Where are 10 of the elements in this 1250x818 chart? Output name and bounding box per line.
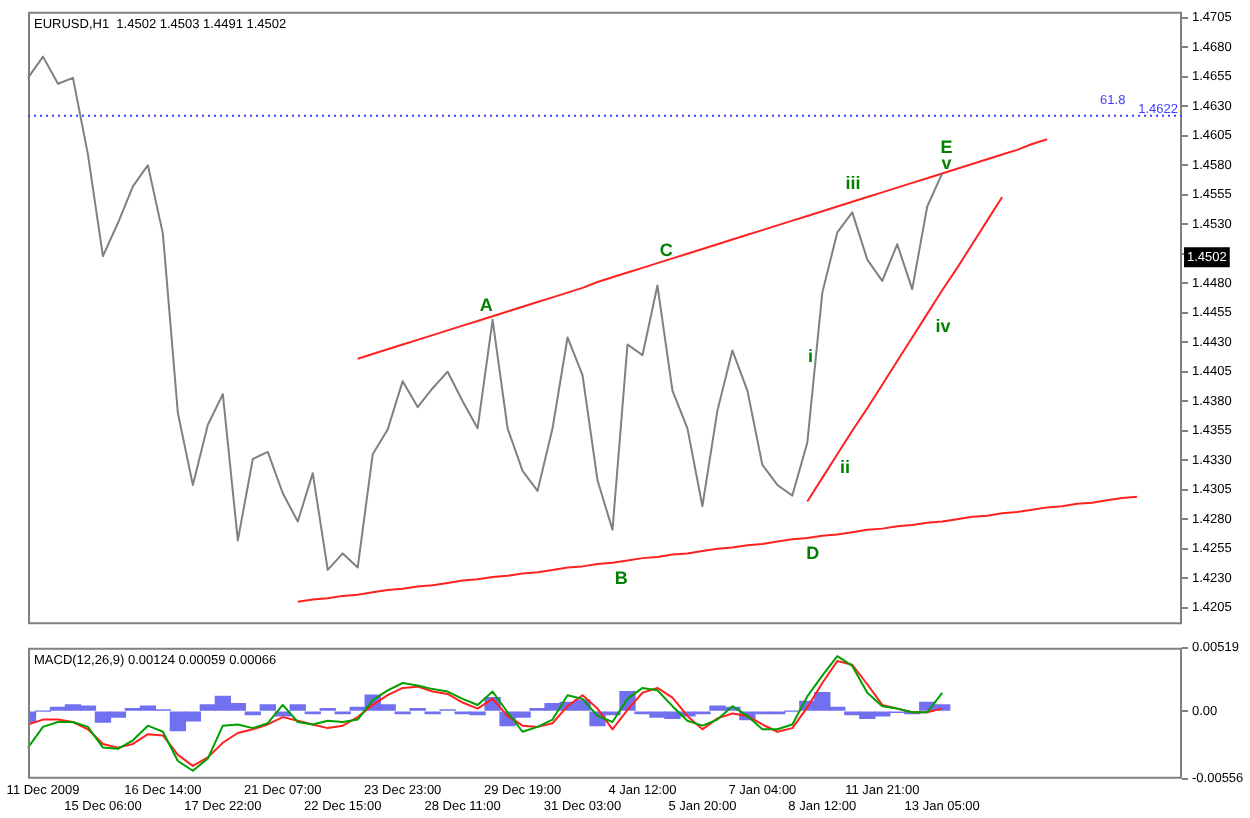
annotation: i — [807, 345, 813, 366]
annotation: iii — [845, 173, 861, 194]
annotation: iv — [935, 316, 951, 337]
annotation: E — [940, 136, 953, 157]
annotation: A — [479, 294, 494, 315]
annotation: C — [659, 239, 674, 260]
annotation: D — [806, 542, 821, 563]
annotation: v — [941, 152, 952, 173]
annotation: B — [614, 568, 629, 589]
annotation: ii — [840, 457, 851, 478]
